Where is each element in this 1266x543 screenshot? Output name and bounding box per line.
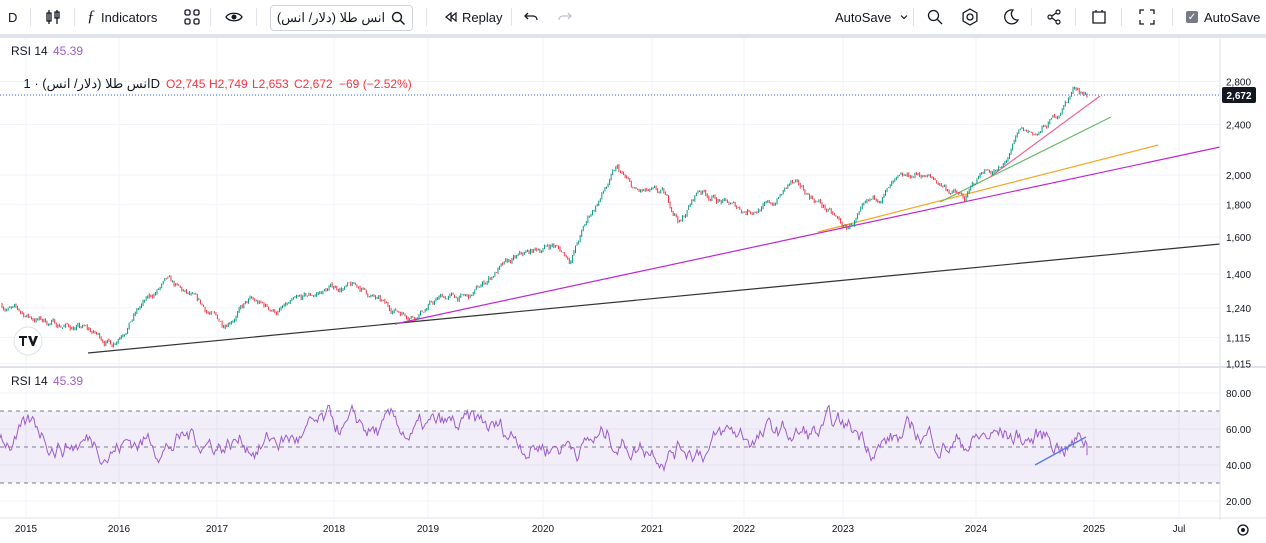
interval-button[interactable]: D [8,0,17,34]
watchlist-button[interactable] [1090,0,1108,34]
time-tick-label: 2017 [206,524,229,535]
visibility-button[interactable] [224,0,244,34]
time-tick-label: 2025 [1083,524,1106,535]
rsi-tick-label: 60.00 [1226,425,1251,436]
rsi-name: RSI 14 [11,374,48,388]
gear-icon [962,8,978,26]
chart-type-button[interactable] [44,0,62,34]
undo-icon [524,12,538,21]
price-tick-label: 2,400 [1226,120,1251,131]
autosave-dropdown-label: AutoSave [835,9,892,25]
time-tick-label: 2022 [733,524,756,535]
legend-close: C2,672 [294,77,333,91]
replay-icon [445,11,457,23]
rsi-tick-label: 40.00 [1226,461,1251,472]
rsi-label: RSI 14 45.39 [11,374,83,388]
time-tick-label: 2020 [532,524,555,535]
top-rsi-label: RSI 14 45.39 [11,44,83,58]
grid-icon [184,9,200,25]
trendline-purple [394,146,1221,325]
trendline-green [939,116,1112,203]
time-tick-label: 2019 [417,524,440,535]
rsi-line [0,403,1088,473]
checkbox-checked-icon: ✓ [1186,11,1198,23]
time-tick-label: 2018 [323,524,346,535]
trendline-orange [817,144,1159,233]
trendline-black [87,243,1221,354]
theme-button[interactable] [1002,0,1020,34]
price-tick-label: 1,400 [1226,270,1251,281]
indicators-label: Indicators [101,9,158,25]
trendlines [87,95,1221,354]
redo-button[interactable] [556,0,574,34]
top-rsi-value: 45.39 [53,44,83,58]
settings-button[interactable] [960,0,980,34]
fx-icon: ƒ [87,8,95,25]
price-series [1,86,1088,348]
chevron-down-icon [900,15,908,20]
price-badge-value: 2,672 [1226,91,1251,102]
replay-button[interactable]: Replay [444,0,502,34]
indicators-button[interactable]: ƒ Indicators [87,0,157,34]
rsi-tick-label: 20.00 [1226,497,1251,508]
tradingview-logo-icon[interactable] [13,326,43,356]
time-tick-label: 2024 [965,524,988,535]
rsi-tick-label: 80.00 [1226,389,1251,400]
legend-low: L2,653 [252,77,289,91]
time-tick-label: 2016 [108,524,131,535]
rsi-trendline [1034,436,1087,466]
undo-button[interactable] [522,0,540,34]
top-rsi-name: RSI 14 [11,44,48,58]
autosave-toggle-label: AutoSave [1204,9,1261,25]
time-tick-label: 2023 [832,524,855,535]
price-tick-label: 1,115 [1226,333,1251,344]
fullscreen-icon [1139,9,1155,25]
panel-icon [1092,10,1106,24]
time-tick-label: 2021 [641,524,664,535]
time-tick-label: Jul [1173,524,1186,535]
price-tick-label: 1,240 [1226,304,1251,315]
quick-search-button[interactable] [926,0,944,34]
settings-icon[interactable] [1237,524,1249,536]
search-icon [391,11,406,25]
legend-symbol: انس طلا (دلار/ انس) · 1D [24,76,160,92]
symbol-search[interactable]: انس طلا (دلار/ انس) [270,5,413,31]
moon-icon [1004,9,1020,25]
price-scale: 1,015 1,115 1,240 1,400 1,600 1,800 2,000 2,400… [1226,77,1251,370]
fullscreen-button[interactable] [1138,0,1156,34]
price-tick-label: 2,800 [1226,77,1251,88]
legend: انس طلا (دلار/ انس) · 1D O2,745 H2,749 L… [24,76,412,92]
price-tick-label: 1,800 [1226,200,1251,211]
legend-change: −69 (−2.52%) [339,77,412,91]
rsi-value: 45.39 [53,374,83,388]
legend-high: H2,749 [209,77,248,91]
replay-label: Replay [462,9,503,25]
rsi-scale: 20.00 40.00 60.00 80.00 [1226,389,1251,508]
redo-icon [558,12,572,21]
legend-open: O2,745 [166,77,206,91]
candles-icon [46,10,60,24]
interval-label: D [8,9,18,25]
eye-icon [225,12,243,22]
share-button[interactable] [1045,0,1063,34]
symbol-name: انس طلا (دلار/ انس) [276,10,386,25]
price-tick-label: 1,600 [1226,233,1251,244]
zoom-icon [927,9,943,25]
time-tick-label: 2015 [15,524,38,535]
trendline-red [989,95,1101,178]
time-scale: 2015 2016 2017 2018 2019 2020 2021 2022 2023 2024… [15,524,1186,535]
autosave-toggle[interactable]: ✓ AutoSave [1186,0,1260,34]
price-tick-label: 2,000 [1226,171,1251,182]
price-tick-label: 1,015 [1226,360,1251,371]
grid [0,38,1220,518]
templates-button[interactable] [183,0,201,34]
autosave-dropdown[interactable]: AutoSave [835,0,909,34]
share-icon [1047,9,1061,25]
top-toolbar: D ƒ Indicators انس طلا (دلار/ انس) Repla… [0,0,1266,38]
price-badge: 2,672 [1222,87,1256,103]
